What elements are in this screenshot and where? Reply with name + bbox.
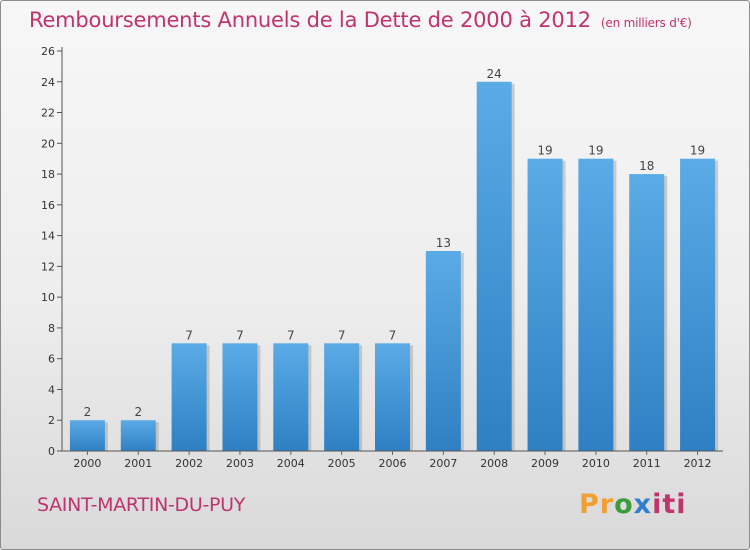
y-tick-label: 12 bbox=[41, 260, 55, 273]
y-tick-label: 20 bbox=[41, 137, 55, 150]
bar bbox=[324, 343, 360, 451]
logo-part: iti bbox=[652, 489, 687, 520]
bar bbox=[69, 420, 105, 451]
bar bbox=[629, 174, 665, 452]
y-tick-label: 14 bbox=[41, 230, 55, 243]
bar-value-label: 7 bbox=[287, 328, 295, 342]
y-tick-label: 8 bbox=[48, 322, 55, 335]
x-tick-label: 2002 bbox=[175, 457, 203, 470]
commune-name: SAINT-MARTIN-DU-PUY bbox=[37, 494, 246, 516]
chart-title: Remboursements Annuels de la Dette de 20… bbox=[29, 8, 692, 32]
logo-part: o bbox=[614, 489, 634, 520]
y-tick-label: 10 bbox=[41, 291, 55, 304]
chart-unit-label: (en milliers d'€) bbox=[600, 16, 692, 30]
bar bbox=[425, 251, 461, 451]
bar-value-label: 19 bbox=[537, 144, 552, 158]
bar bbox=[527, 158, 563, 451]
bar-value-label: 24 bbox=[487, 67, 502, 81]
x-tick-label: 2011 bbox=[633, 457, 661, 470]
x-tick-label: 2008 bbox=[480, 457, 508, 470]
bar-value-label: 18 bbox=[639, 159, 654, 173]
y-tick-label: 4 bbox=[48, 383, 55, 396]
proxiti-logo: Proxiti bbox=[579, 489, 687, 520]
x-tick-label: 2001 bbox=[124, 457, 152, 470]
x-tick-label: 2000 bbox=[73, 457, 101, 470]
logo-part: Pr bbox=[579, 489, 615, 520]
bar-value-label: 7 bbox=[185, 328, 193, 342]
bar bbox=[680, 158, 716, 451]
y-tick-label: 6 bbox=[48, 353, 55, 366]
bar bbox=[222, 343, 258, 451]
x-tick-label: 2012 bbox=[684, 457, 712, 470]
x-tick-label: 2004 bbox=[277, 457, 305, 470]
x-tick-label: 2007 bbox=[429, 457, 457, 470]
y-tick-label: 0 bbox=[48, 445, 55, 458]
bar-value-label: 7 bbox=[236, 328, 244, 342]
bar-value-label: 2 bbox=[84, 405, 92, 419]
bar-value-label: 2 bbox=[134, 405, 142, 419]
chart-title-text: Remboursements Annuels de la Dette de 20… bbox=[29, 8, 591, 32]
x-tick-label: 2003 bbox=[226, 457, 254, 470]
bar-value-label: 7 bbox=[338, 328, 346, 342]
bar-value-label: 13 bbox=[436, 236, 451, 250]
bar bbox=[273, 343, 309, 451]
y-tick-label: 22 bbox=[41, 107, 55, 120]
x-tick-label: 2006 bbox=[379, 457, 407, 470]
bar-value-label: 19 bbox=[690, 144, 705, 158]
logo-part: x bbox=[633, 489, 653, 520]
bar bbox=[375, 343, 410, 451]
bar bbox=[578, 158, 614, 451]
y-tick-label: 16 bbox=[41, 199, 55, 212]
bar bbox=[171, 343, 207, 451]
bar-value-label: 7 bbox=[389, 328, 397, 342]
bar bbox=[120, 420, 156, 451]
x-tick-label: 2005 bbox=[328, 457, 356, 470]
y-tick-label: 26 bbox=[41, 45, 55, 58]
bar bbox=[476, 81, 512, 452]
y-tick-label: 2 bbox=[48, 414, 55, 427]
axes: 2000 2001 2002 2003 2004 2005 2006 2007 2008 2009… bbox=[41, 45, 723, 470]
y-tick-label: 24 bbox=[41, 76, 55, 89]
bar-value-label: 19 bbox=[588, 144, 603, 158]
x-tick-label: 2009 bbox=[531, 457, 559, 470]
y-tick-label: 18 bbox=[41, 168, 55, 181]
x-tick-label: 2010 bbox=[582, 457, 610, 470]
bars-layer: 2 2 7 7 7 7 7 13 24 19 19 18 19 bbox=[69, 67, 719, 452]
